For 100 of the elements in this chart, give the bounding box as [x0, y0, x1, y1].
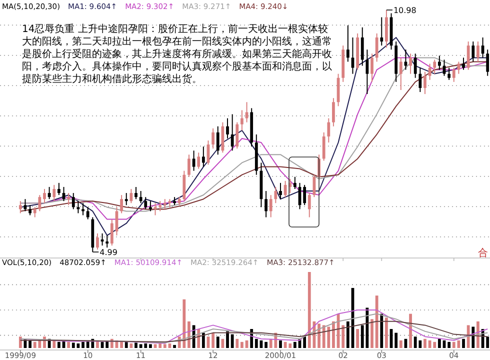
bar: [149, 344, 152, 348]
bar: [154, 344, 157, 348]
candlestick: [230, 114, 234, 152]
candlestick: [360, 26, 364, 66]
candlestick: [346, 24, 350, 62]
candlestick: [472, 41, 475, 62]
candlestick: [106, 234, 109, 248]
candlestick: [202, 146, 205, 168]
candlestick: [308, 192, 311, 218]
bar: [448, 342, 451, 348]
candlestick: [424, 71, 426, 95]
bar: [236, 338, 239, 348]
candlestick: [86, 206, 90, 220]
bar: [134, 342, 138, 348]
candlestick: [130, 188, 133, 204]
candlestick: [486, 49, 490, 76]
bar: [303, 336, 306, 348]
candlestick: [110, 218, 114, 246]
bar: [380, 314, 384, 348]
bar: [472, 326, 475, 348]
bar: [399, 340, 402, 348]
candlestick: [418, 67, 422, 93]
candlestick: [466, 41, 470, 70]
bar: [293, 342, 296, 348]
candlestick: [144, 196, 148, 210]
bar: [158, 343, 162, 348]
candlestick: [284, 180, 287, 198]
bar: [346, 321, 350, 348]
bar: [356, 329, 359, 348]
candlestick: [188, 154, 190, 178]
bar: [173, 344, 176, 348]
bar: [264, 342, 268, 348]
candlestick: [67, 192, 70, 206]
candlestick: [197, 152, 200, 170]
candlestick: [303, 184, 306, 206]
candlestick: [332, 98, 335, 127]
candlestick: [293, 176, 296, 190]
candlestick: [216, 126, 220, 156]
candlestick: [264, 190, 268, 218]
bar: [82, 342, 84, 348]
candlestick: [448, 67, 451, 80]
candlestick: [457, 61, 460, 74]
bar: [72, 342, 75, 348]
annotation: 10.98: [393, 6, 416, 15]
candlestick: [149, 200, 152, 212]
annotation: 14忍辱负重 上升中途阳孕阳：股价正在上行，前一天收出一根实体较大的阳线，第二天却拉出一根包孕在前一阳线实体内的小阳线，这通常是股价上行受阻的迹象，其上升速度将有所减缓。如果第三天能高开收阳，考虑介入。具体操作中，要同时认真观察个股基本面和消息面，以提防某些主力和机构借此形态骗线出货。: [22, 23, 332, 85]
candlestick: [366, 49, 369, 95]
bar: [433, 342, 436, 348]
candlestick: [269, 194, 272, 218]
candlestick: [279, 182, 282, 200]
candlestick: [274, 186, 278, 204]
candlestick: [404, 49, 408, 70]
candlestick: [134, 186, 138, 200]
annotation: 合: [478, 247, 488, 259]
bar: [221, 338, 224, 348]
candlestick: [370, 53, 374, 82]
bar: [409, 314, 412, 348]
bar: [130, 343, 133, 348]
candlestick: [433, 59, 436, 74]
candlestick: [327, 118, 330, 144]
candlestick: [236, 122, 239, 150]
candlestick: [158, 200, 162, 212]
candlestick: [452, 67, 456, 82]
candlestick: [18, 200, 22, 214]
candlestick: [28, 204, 32, 216]
candlestick: [409, 53, 412, 74]
bar: [106, 341, 109, 348]
candlestick: [240, 110, 244, 131]
candlestick: [120, 194, 123, 214]
bar: [28, 340, 32, 348]
candlestick: [375, 32, 378, 62]
bar: [212, 332, 215, 348]
bar: [52, 340, 56, 348]
candlestick: [33, 206, 36, 218]
candlestick: [72, 192, 75, 210]
bar: [163, 344, 166, 348]
candlestick: [48, 186, 51, 200]
candlestick: [380, 16, 384, 46]
bar: [375, 296, 378, 348]
candlestick: [414, 53, 417, 78]
bar: [226, 331, 229, 348]
candlestick: [139, 190, 142, 204]
bar: [370, 319, 374, 348]
annotation: 4.99: [100, 248, 118, 257]
bar: [342, 325, 345, 348]
bar: [240, 342, 244, 348]
bar: [124, 342, 128, 348]
candlestick: [163, 198, 166, 210]
bar: [318, 324, 320, 348]
bar: [57, 342, 60, 348]
bar: [216, 336, 220, 348]
candlestick: [226, 118, 229, 139]
candlestick: [52, 184, 56, 202]
bar: [438, 338, 441, 348]
bar: [486, 336, 490, 348]
candlestick: [38, 194, 42, 212]
bar: [230, 334, 234, 348]
bar: [279, 340, 282, 348]
bar: [462, 338, 465, 348]
bar: [308, 272, 311, 348]
